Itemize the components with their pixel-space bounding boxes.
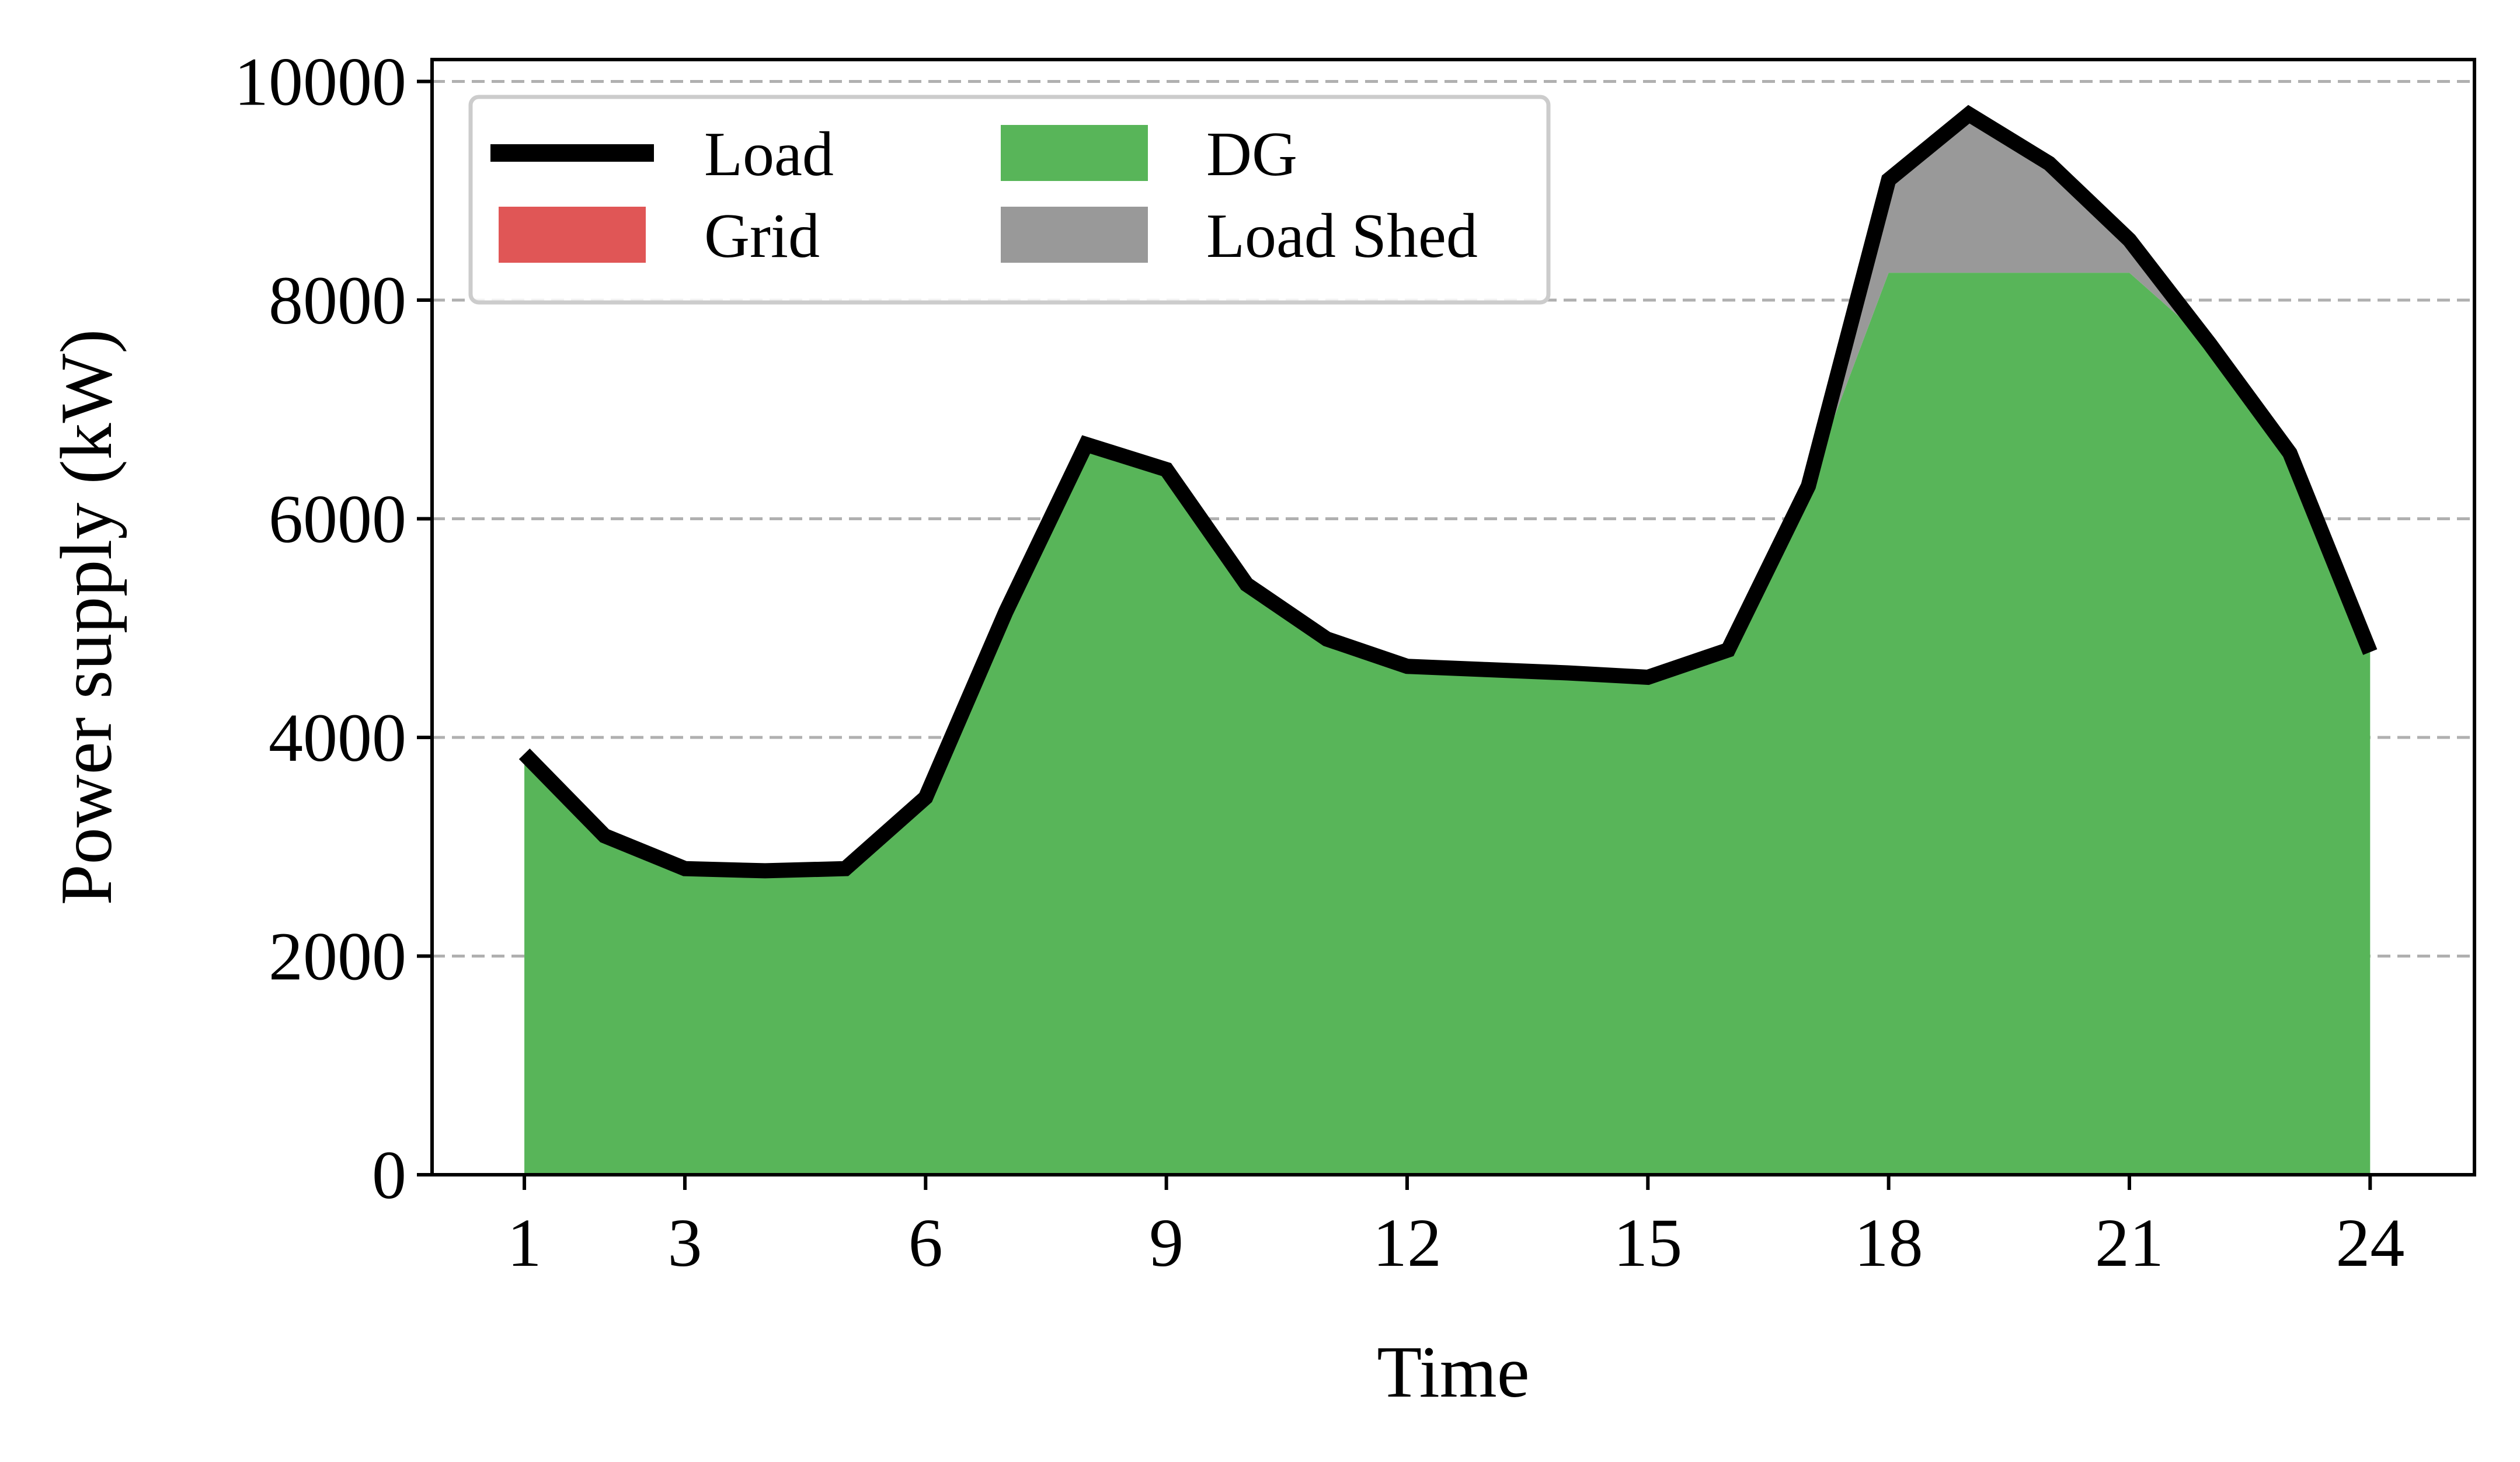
legend-swatch-grid: [499, 207, 646, 263]
y-axis-ticks: 0 2000 4000 6000 8000 10000: [234, 43, 432, 1213]
area-dg: [524, 273, 2371, 1175]
x-tick-label: 12: [1373, 1205, 1442, 1281]
x-tick-label: 24: [2335, 1205, 2404, 1281]
legend-swatch-load-shed: [1001, 207, 1148, 263]
line-load: [518, 105, 2378, 879]
legend: Load Grid DG Load Shed: [468, 95, 1551, 305]
y-tick-label: 8000: [269, 262, 406, 339]
x-tick-label: 1: [507, 1205, 542, 1281]
x-tick-label: 6: [909, 1205, 943, 1281]
y-tick-label: 10000: [234, 43, 406, 120]
x-tick-label: 3: [667, 1205, 702, 1281]
y-tick-label: 0: [372, 1137, 406, 1213]
area-series: [524, 114, 2371, 1175]
y-tick-label: 4000: [269, 699, 406, 776]
legend-label-load: Load: [704, 120, 834, 189]
y-tick-label: 2000: [269, 918, 406, 994]
x-axis-title: Time: [1377, 1332, 1529, 1413]
y-tick-label: 6000: [269, 481, 406, 557]
x-axis-ticks: 1 3 6 9 12 15 18 21 24: [507, 1175, 2404, 1281]
legend-frame: [468, 95, 1551, 305]
legend-label-dg: DG: [1206, 120, 1297, 189]
x-tick-label: 9: [1149, 1205, 1184, 1281]
y-axis-title: Power supply (kW): [46, 329, 127, 906]
x-tick-label: 15: [1613, 1205, 1682, 1281]
plot-frame: [430, 58, 2476, 1176]
legend-label-load-shed: Load Shed: [1206, 201, 1478, 271]
x-tick-label: 21: [2095, 1205, 2164, 1281]
x-tick-label: 18: [1854, 1205, 1923, 1281]
legend-swatch-dg: [1001, 125, 1148, 181]
legend-label-grid: Grid: [704, 201, 820, 271]
line-series: [518, 105, 2378, 879]
